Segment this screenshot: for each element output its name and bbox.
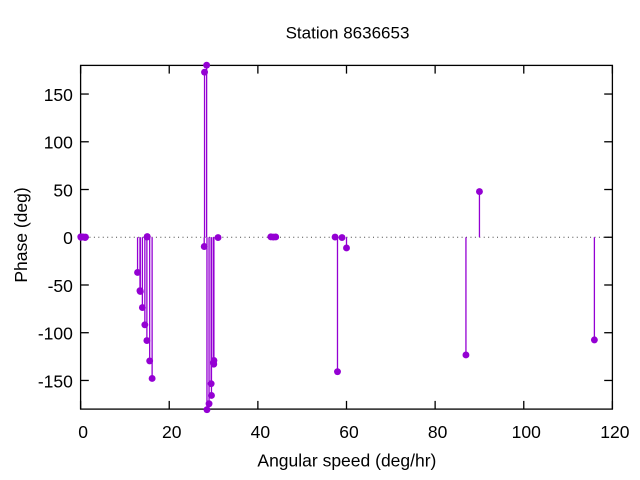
svg-text:-150: -150 — [38, 371, 73, 391]
svg-text:150: 150 — [44, 85, 73, 105]
svg-text:0: 0 — [78, 422, 88, 442]
svg-text:60: 60 — [339, 422, 359, 442]
svg-text:20: 20 — [162, 422, 182, 442]
svg-text:80: 80 — [428, 422, 448, 442]
svg-text:50: 50 — [53, 180, 73, 200]
svg-text:Station 8636653: Station 8636653 — [286, 24, 410, 43]
svg-text:100: 100 — [512, 422, 541, 442]
svg-text:-100: -100 — [38, 324, 73, 344]
svg-text:0: 0 — [63, 228, 73, 248]
svg-text:Angular speed (deg/hr): Angular speed (deg/hr) — [257, 451, 436, 471]
svg-text:-50: -50 — [48, 276, 74, 296]
svg-text:Phase (deg): Phase (deg) — [11, 187, 31, 282]
svg-text:40: 40 — [251, 422, 271, 442]
svg-text:100: 100 — [44, 133, 73, 153]
svg-text:120: 120 — [600, 422, 629, 442]
